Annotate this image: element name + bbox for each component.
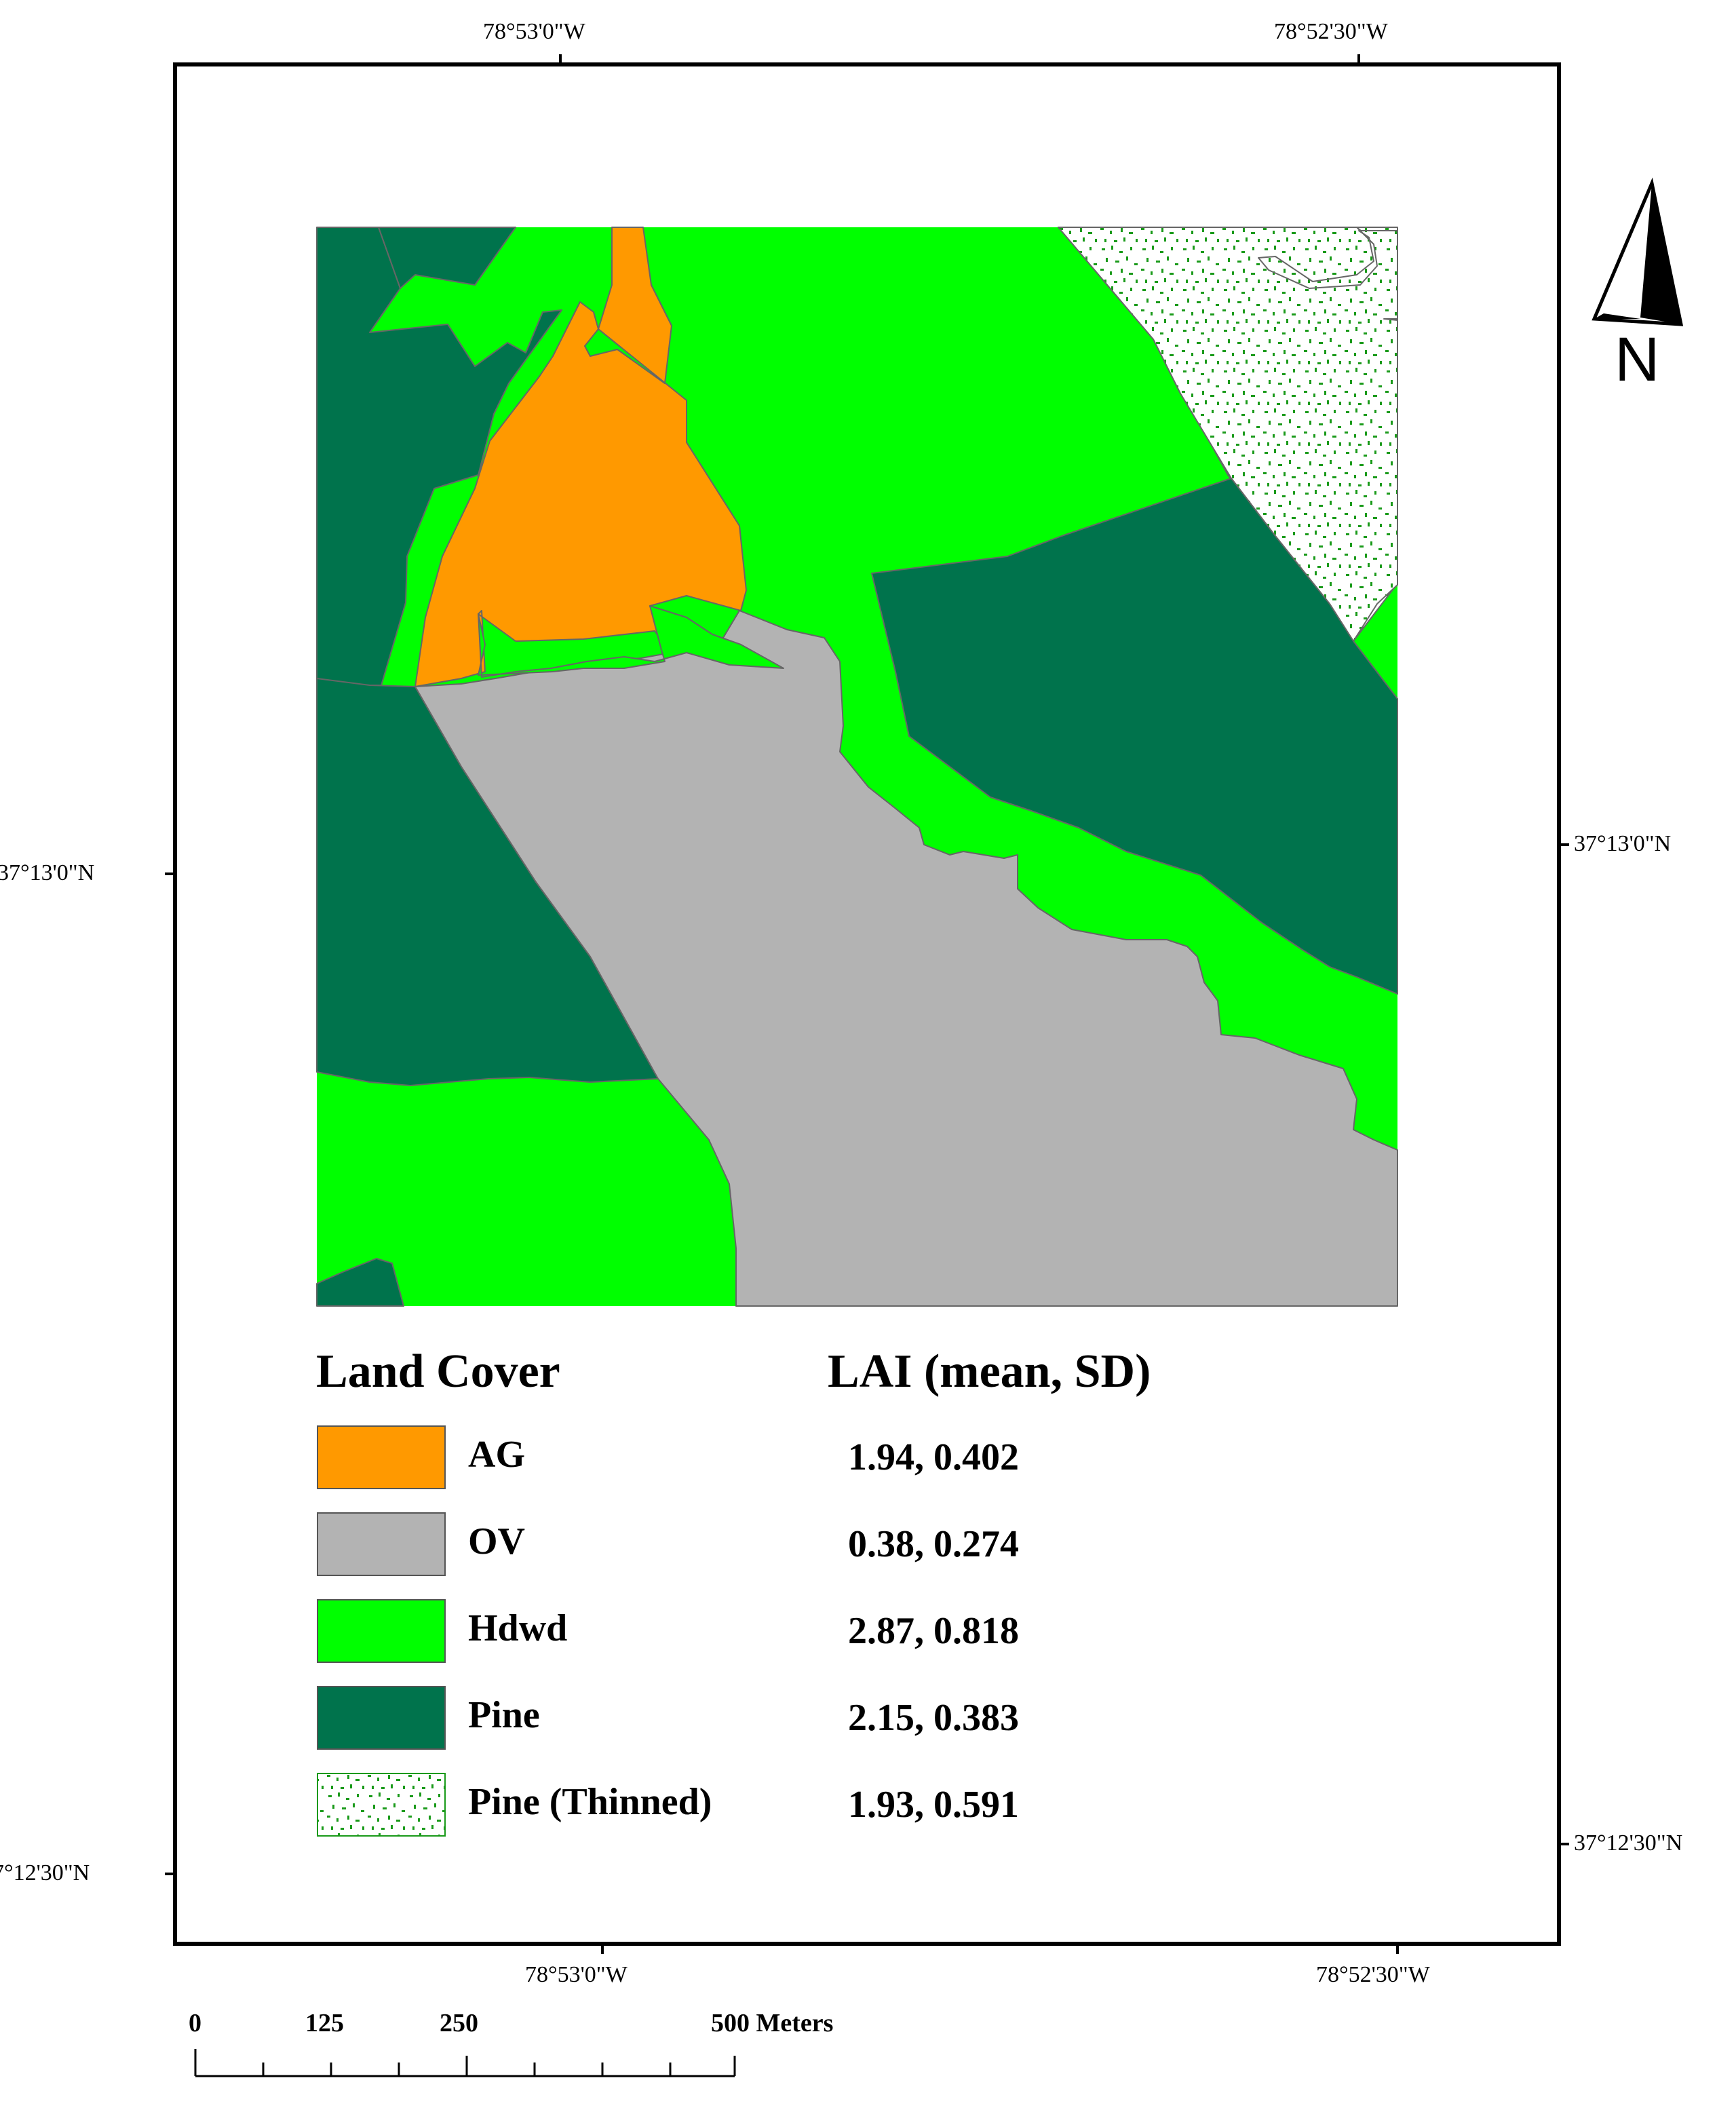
legend-title: Land Cover bbox=[316, 1345, 560, 1398]
map-frame bbox=[173, 62, 1561, 1946]
legend-label-ag: AG bbox=[468, 1434, 525, 1476]
legend-value-pine: 2.15, 0.383 bbox=[848, 1697, 1019, 1739]
legend-value-pine-thinned: 1.93, 0.591 bbox=[848, 1784, 1019, 1826]
land-cover-map bbox=[316, 227, 1398, 1307]
north-arrow-icon bbox=[1592, 177, 1684, 326]
legend-label-ov: OV bbox=[468, 1520, 525, 1562]
graticule-bottom-west: 78°53'0"W bbox=[525, 1962, 628, 1987]
legend-swatch-pine-thinned bbox=[317, 1773, 446, 1837]
legend-swatch-ag bbox=[317, 1425, 446, 1489]
north-label: N bbox=[1615, 325, 1660, 394]
legend-label-pine-thinned: Pine (Thinned) bbox=[468, 1781, 712, 1823]
legend-value-title: LAI (mean, SD) bbox=[828, 1345, 1151, 1398]
legend-label-hdwd: Hdwd bbox=[468, 1607, 568, 1649]
graticule-top-east: 78°52'30"W bbox=[1274, 19, 1388, 44]
graticule-top-west: 78°53'0"W bbox=[483, 19, 585, 44]
scale-label-250: 250 bbox=[440, 2009, 478, 2037]
scale-label-0: 0 bbox=[189, 2009, 201, 2037]
legend-swatches bbox=[317, 1425, 446, 1837]
graticule-left-south: 37°12'30"N bbox=[0, 1860, 90, 1885]
hardwood-strip bbox=[478, 605, 784, 678]
pine-area-east bbox=[871, 478, 1398, 995]
agriculture-area bbox=[414, 227, 747, 687]
pine-area-southwest bbox=[316, 1258, 404, 1307]
graticule-left-north: 37°13'0"N bbox=[0, 860, 95, 885]
legend-swatch-ov bbox=[317, 1512, 446, 1576]
legend-swatch-hdwd bbox=[317, 1599, 446, 1663]
pine-area-top-left bbox=[316, 227, 562, 687]
graticule-right-north: 37°13'0"N bbox=[1574, 831, 1672, 856]
scale-label-125: 125 bbox=[305, 2009, 344, 2037]
legend-swatch-pine bbox=[317, 1686, 446, 1750]
graticule-right-south: 37°12'30"N bbox=[1574, 1830, 1683, 1856]
scale-bar bbox=[194, 2049, 736, 2077]
pine-area-top-left-b bbox=[378, 227, 516, 289]
graticule-bottom-east: 78°52'30"W bbox=[1316, 1962, 1430, 1987]
graticule-ticks bbox=[165, 54, 1569, 1954]
legend-value-ag: 1.94, 0.402 bbox=[848, 1436, 1019, 1478]
legend-label-pine: Pine bbox=[468, 1694, 540, 1736]
scale-label-500: 500 Meters bbox=[711, 2009, 834, 2037]
legend-value-ov: 0.38, 0.274 bbox=[848, 1523, 1019, 1565]
legend-value-hdwd: 2.87, 0.818 bbox=[848, 1610, 1019, 1652]
